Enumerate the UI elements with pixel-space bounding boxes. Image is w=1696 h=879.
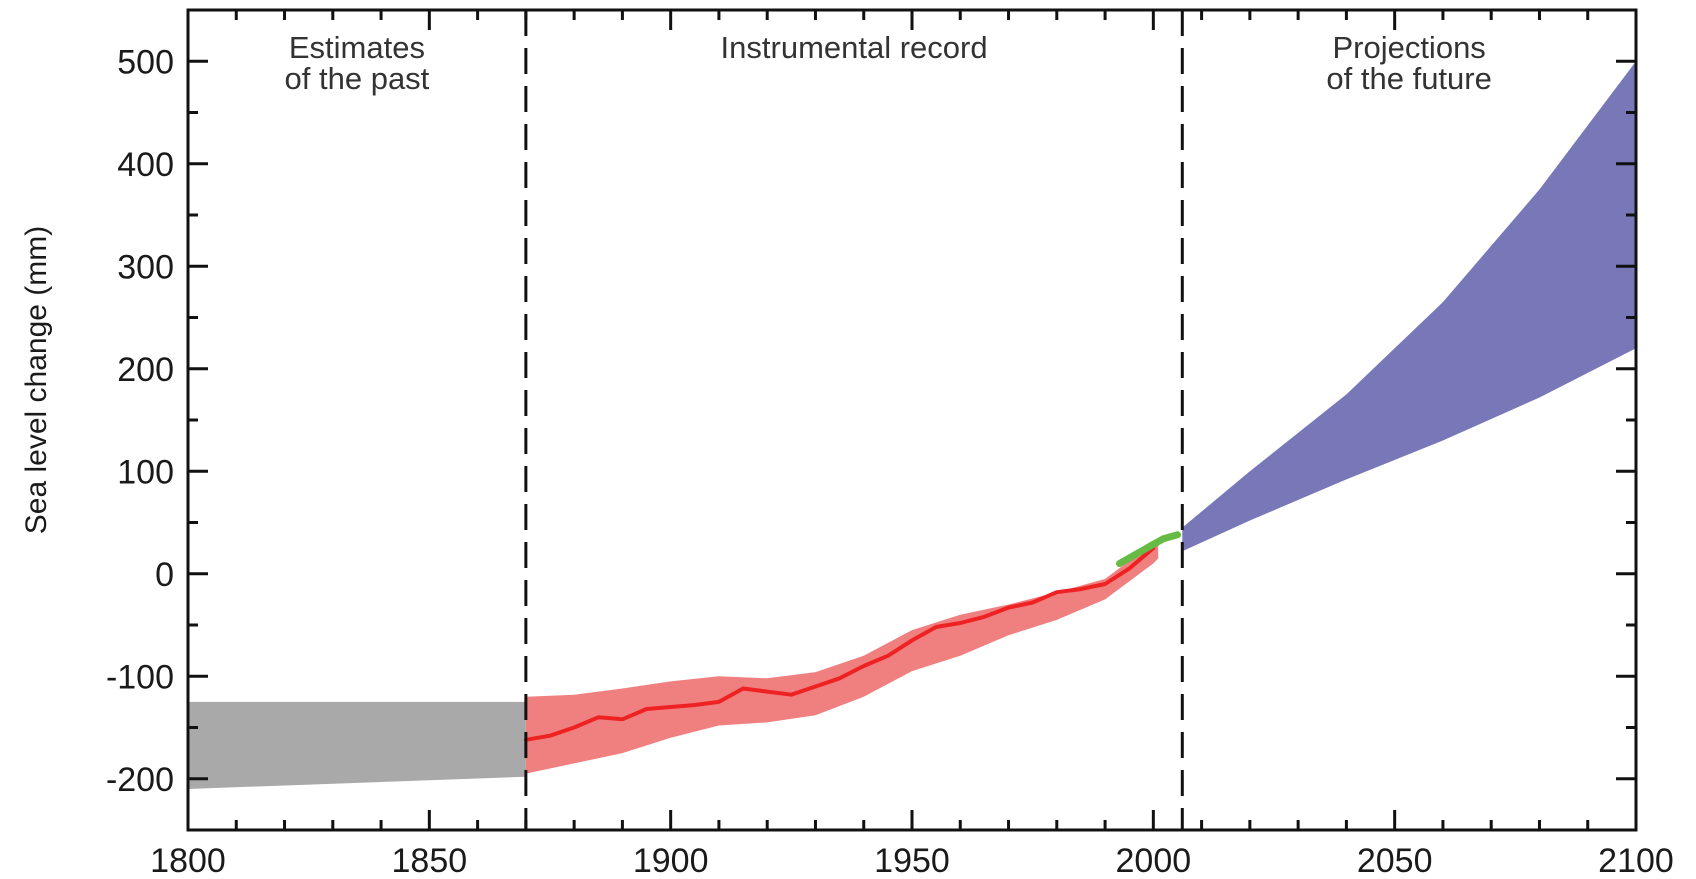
band-projection (1182, 61, 1636, 552)
y-tick-label-400: 400 (117, 146, 174, 184)
data-bands (188, 61, 1636, 789)
period-dividers (524, 10, 1184, 830)
period-label-3-line-2: of the future (1326, 61, 1491, 96)
y-tick-label-neg100: -100 (106, 658, 174, 696)
y-tick-label-300: 300 (117, 248, 174, 286)
period-label-1-line-1: Estimates (289, 30, 425, 65)
axis-tick-labels: 1800 1850 1900 1950 2000 2050 2100 -200 -100 0 100… (106, 43, 1674, 879)
x-tick-label-2100: 2100 (1598, 842, 1674, 879)
band-tide_gauge_band (525, 537, 1159, 774)
x-tick-label-1850: 1850 (392, 842, 468, 879)
y-tick-label-500: 500 (117, 43, 174, 81)
x-tick-label-1950: 1950 (874, 842, 950, 879)
x-tick-label-2050: 2050 (1357, 842, 1433, 879)
x-tick-label-2000: 2000 (1116, 842, 1192, 879)
line-tide_gauge (523, 546, 1156, 742)
y-tick-label-200: 200 (117, 351, 174, 389)
x-tick-label-1900: 1900 (633, 842, 709, 879)
line-satellite (1116, 531, 1181, 567)
period-label-3-line-1: Projections (1332, 30, 1485, 65)
data-lines (523, 531, 1181, 742)
y-axis-title: Sea level change (mm) (20, 226, 53, 534)
y-tick-label-100: 100 (117, 453, 174, 491)
y-tick-label-neg200: -200 (106, 761, 174, 799)
band-past (188, 701, 526, 789)
x-tick-label-1800: 1800 (150, 842, 226, 879)
axis-ticks (186, 8, 1638, 832)
period-label-2-line-1: Instrumental record (721, 30, 988, 65)
period-label-1-line-2: of the past (285, 61, 430, 96)
y-tick-label-0: 0 (155, 556, 174, 594)
